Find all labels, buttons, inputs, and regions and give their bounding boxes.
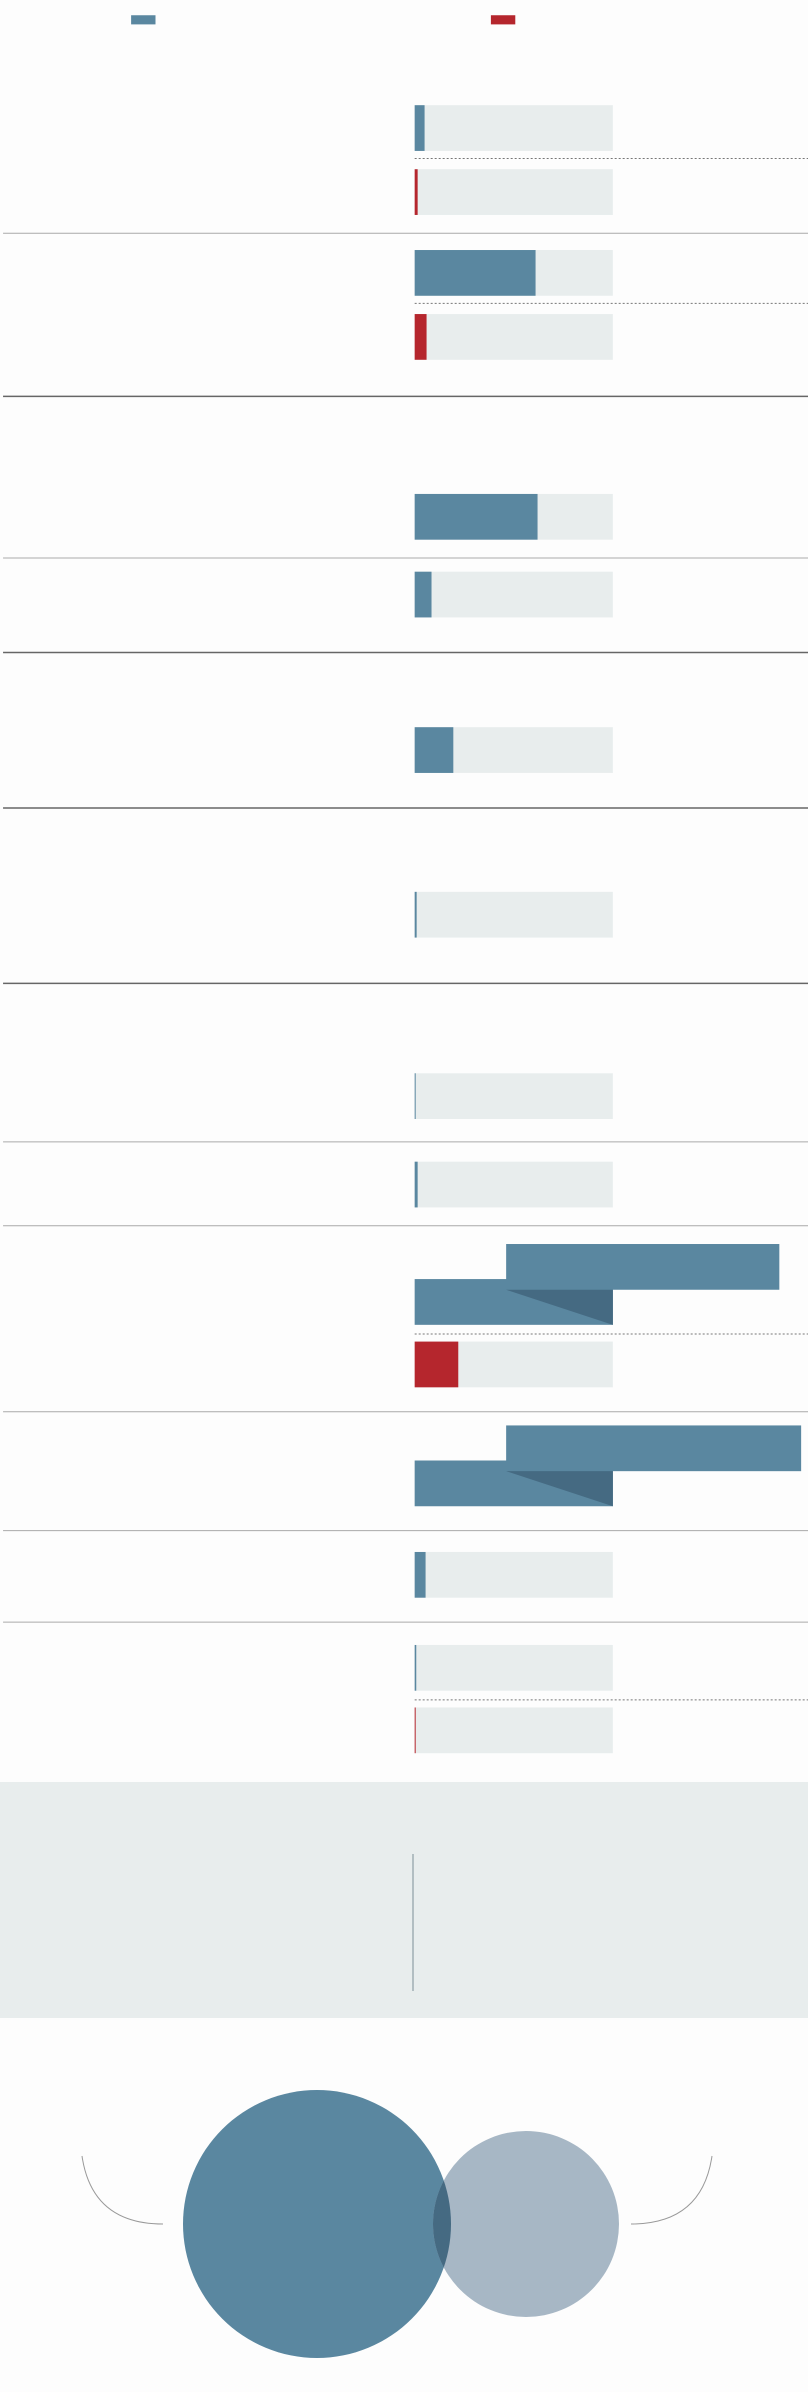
bar-track [414, 1161, 613, 1208]
venn-circle [183, 2090, 451, 2358]
bar-track [414, 105, 613, 151]
bar-track [414, 1073, 613, 1120]
bar-track [414, 314, 613, 360]
bar-fill [414, 105, 425, 151]
bar-fill [414, 1644, 417, 1691]
overflow-fold [506, 1289, 613, 1325]
bar-track [414, 1644, 613, 1691]
bar-fill [414, 314, 427, 360]
bar-fill [414, 1707, 416, 1754]
bar-fill [414, 493, 538, 540]
bar-fill [414, 571, 432, 618]
connector [630, 2155, 713, 2225]
venn-circle [433, 2131, 619, 2317]
bar-fill [414, 250, 536, 296]
overflow-fold [506, 1471, 613, 1507]
bar-fill [414, 891, 417, 938]
bar-fill [414, 727, 454, 773]
legend-swatch [490, 15, 516, 25]
bar-fill [414, 1341, 459, 1388]
bar-fill [414, 1073, 416, 1120]
bar-track [414, 1551, 613, 1598]
summary-panel [0, 1782, 808, 2018]
bar-fill [414, 169, 418, 215]
bar-overflow [506, 1244, 780, 1290]
bar-track [414, 169, 613, 215]
bar-fill [414, 1161, 418, 1208]
bar-overflow [506, 1425, 802, 1472]
connector [81, 2155, 164, 2225]
bar-track [414, 571, 613, 618]
bar-track [414, 1707, 613, 1754]
bar-track [414, 891, 613, 938]
bar-list [3, 105, 808, 1754]
legend-swatch [131, 15, 156, 25]
bar-fill [414, 1551, 426, 1598]
